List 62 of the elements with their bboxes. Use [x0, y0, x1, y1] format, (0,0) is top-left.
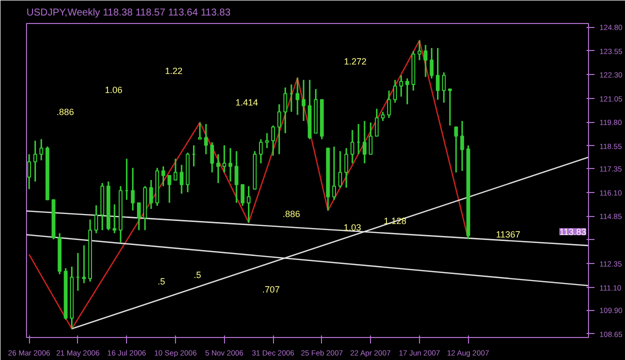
candlestick — [161, 166, 166, 187]
annotation: 1.272 — [344, 56, 367, 67]
candlestick — [258, 138, 263, 164]
candlestick — [210, 141, 214, 174]
candlestick — [380, 111, 385, 122]
candlestick — [130, 167, 135, 212]
annotation: .886 — [56, 106, 74, 117]
candlestick — [436, 47, 440, 100]
annotation: 113.83 — [559, 227, 586, 238]
line-series — [28, 40, 469, 330]
candlestick — [228, 147, 232, 182]
candlestick — [216, 153, 220, 184]
candlestick — [180, 164, 184, 194]
candlestick — [265, 132, 269, 149]
annotation: 11367 — [496, 229, 520, 240]
candlestick — [418, 40, 422, 61]
candlestick — [405, 78, 410, 105]
candlestick — [393, 79, 397, 104]
annotation: .5 — [194, 270, 202, 280]
candlestick — [424, 44, 428, 78]
candlestick — [454, 126, 458, 174]
candlestick — [302, 79, 306, 122]
annotation: .886 — [282, 209, 300, 220]
annotation: 1.22 — [164, 66, 183, 76]
candlestick — [277, 103, 282, 155]
candlestick — [350, 129, 354, 164]
candlestick — [399, 74, 404, 98]
candlestick — [198, 122, 202, 140]
candlestick — [362, 120, 366, 164]
candlestick — [448, 88, 452, 126]
candlestick — [368, 122, 373, 155]
annotation: .5 — [158, 276, 166, 286]
candlestick — [387, 90, 391, 119]
candlestick — [344, 147, 348, 188]
candlestick — [168, 174, 172, 204]
candlestick — [82, 244, 86, 284]
candlestick — [234, 150, 238, 204]
candlestick — [174, 158, 178, 181]
candlestick — [240, 184, 244, 207]
annotation: 1.06 — [104, 84, 122, 95]
annotation: 1.414 — [236, 98, 258, 108]
chart-title: USDJPY,Weekly 118.38 118.57 113.64 113.83 — [26, 8, 231, 18]
candlestick — [222, 144, 226, 174]
annotation: .707 — [262, 284, 280, 294]
candlestick — [39, 138, 44, 162]
candlestick — [332, 146, 336, 201]
candlestick — [94, 204, 98, 234]
candlestick — [33, 140, 38, 182]
candlestick — [149, 179, 153, 210]
candlestick — [296, 77, 300, 116]
candlestick — [112, 204, 116, 234]
annotation: 1.03 — [344, 222, 362, 233]
candlestick — [442, 72, 446, 104]
candlestick — [374, 108, 379, 137]
candlestick — [460, 120, 464, 172]
candlestick — [271, 124, 275, 156]
candlestick — [338, 150, 342, 188]
candlestick — [283, 86, 288, 134]
candlestick — [246, 185, 251, 224]
candlestick — [430, 47, 434, 80]
candlestick — [204, 123, 208, 155]
candlestick — [137, 202, 141, 231]
